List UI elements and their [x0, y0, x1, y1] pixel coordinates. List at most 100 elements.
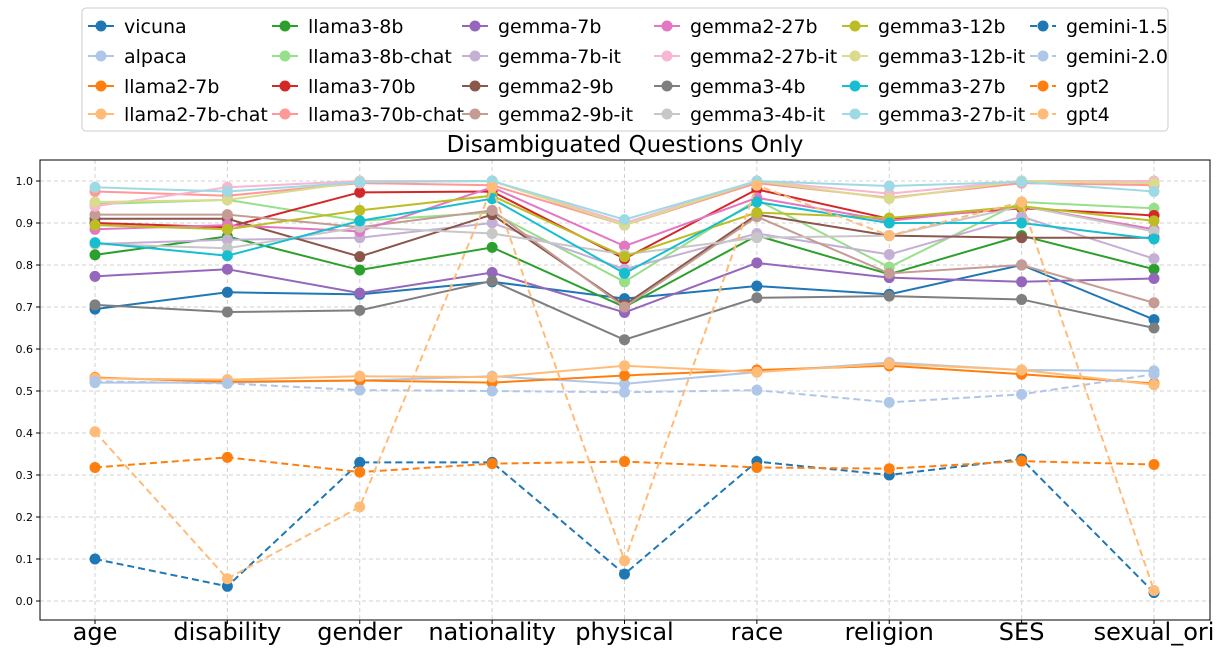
x-tick-label: age	[73, 618, 118, 646]
x-tick-label: SES	[999, 618, 1045, 646]
data-point	[89, 219, 101, 231]
data-point	[221, 451, 233, 463]
legend-item: llama2-7b-chat	[88, 104, 268, 126]
y-tick-label: 0.0	[16, 595, 34, 608]
legend-marker	[95, 80, 107, 92]
legend-item: gemma3-4b-it	[654, 104, 825, 126]
legend-marker	[95, 108, 107, 120]
data-point	[619, 240, 630, 252]
data-point	[354, 186, 366, 198]
data-point	[486, 217, 498, 229]
x-tick-label: religion	[845, 618, 934, 646]
data-point	[751, 280, 763, 292]
data-point	[1016, 196, 1028, 208]
data-point	[221, 234, 233, 246]
y-tick-label: 0.5	[16, 385, 34, 398]
legend-marker	[279, 80, 291, 92]
data-point	[221, 286, 233, 298]
legend-label: alpaca	[124, 46, 187, 68]
data-point	[619, 369, 630, 381]
data-point	[619, 267, 630, 279]
legend-marker	[279, 50, 291, 62]
legend-marker	[469, 80, 481, 92]
data-point	[619, 301, 630, 313]
data-point	[221, 209, 233, 221]
legend-marker	[1037, 108, 1049, 120]
data-point	[486, 228, 498, 239]
legend-item: llama3-70b	[272, 76, 416, 98]
data-point	[751, 257, 763, 269]
data-point	[751, 366, 763, 378]
data-point	[221, 377, 233, 389]
series-gpt2	[89, 451, 1160, 478]
data-point	[486, 385, 498, 397]
data-point	[1148, 225, 1160, 237]
data-point	[89, 426, 101, 438]
data-point	[751, 232, 763, 244]
legend-marker	[95, 50, 107, 62]
y-tick-label: 0.6	[16, 343, 34, 356]
data-point	[221, 242, 233, 254]
data-point	[619, 276, 630, 288]
legend-label: gemma3-27b-it	[878, 104, 1025, 126]
data-point	[354, 215, 366, 227]
y-tick-label: 1.0	[16, 175, 34, 188]
data-point	[751, 384, 763, 396]
legend-item: gemini-1.5	[1030, 16, 1168, 38]
data-point	[89, 375, 101, 387]
data-point	[354, 287, 366, 299]
data-point	[89, 299, 101, 311]
data-point	[89, 196, 101, 208]
legend-item: gpt2	[1030, 76, 1110, 98]
data-point	[619, 568, 630, 580]
data-point	[221, 573, 233, 585]
data-point	[751, 461, 763, 473]
legend-label: gemma2-27b-it	[690, 46, 837, 68]
legend-label: gemma3-12b	[878, 16, 1006, 38]
legend-label: llama2-7b-chat	[124, 104, 268, 126]
data-point	[1148, 297, 1160, 309]
data-point	[486, 204, 498, 216]
legend-marker	[661, 108, 673, 120]
data-point	[1148, 215, 1160, 227]
y-tick-label: 0.9	[16, 217, 34, 230]
data-point	[89, 461, 101, 473]
data-point	[751, 292, 763, 304]
data-point	[1148, 368, 1160, 380]
legend-label: gemini-2.0	[1066, 46, 1168, 68]
data-point	[221, 580, 233, 592]
data-point	[486, 181, 498, 193]
data-point	[1016, 388, 1028, 400]
legend-item: gemini-2.0	[1030, 46, 1168, 68]
data-point	[221, 263, 233, 275]
legend: vicuna alpaca llama2-7b llama2-7b-chat llama…	[81, 7, 1169, 132]
legend-marker	[661, 80, 673, 92]
data-point	[89, 181, 101, 193]
data-point	[1016, 217, 1028, 229]
data-point	[751, 196, 763, 208]
data-point	[354, 264, 366, 276]
legend-marker	[469, 50, 481, 62]
legend-item: gemma-7b	[462, 16, 601, 38]
legend-item: gemma3-27b-it	[842, 104, 1025, 126]
data-point	[354, 501, 366, 513]
x-tick-label: race	[731, 618, 784, 646]
series-gemma3-27b	[89, 193, 1160, 279]
data-point	[883, 358, 895, 370]
data-point	[221, 306, 233, 318]
legend-box	[81, 7, 1169, 132]
series-gemini-2.0	[89, 368, 1160, 408]
y-tick-label: 0.7	[16, 301, 34, 314]
legend-label: gpt2	[1066, 76, 1110, 98]
legend-item: gemma3-4b	[654, 76, 806, 98]
legend-marker	[1037, 50, 1049, 62]
legend-marker	[661, 50, 673, 62]
data-point	[1148, 459, 1160, 470]
data-point	[486, 241, 498, 253]
data-point	[486, 275, 498, 287]
legend-item: vicuna	[88, 16, 187, 38]
legend-item: gemma-7b-it	[462, 46, 621, 68]
data-point	[486, 458, 498, 470]
data-point	[221, 250, 233, 262]
data-point	[1148, 585, 1160, 596]
